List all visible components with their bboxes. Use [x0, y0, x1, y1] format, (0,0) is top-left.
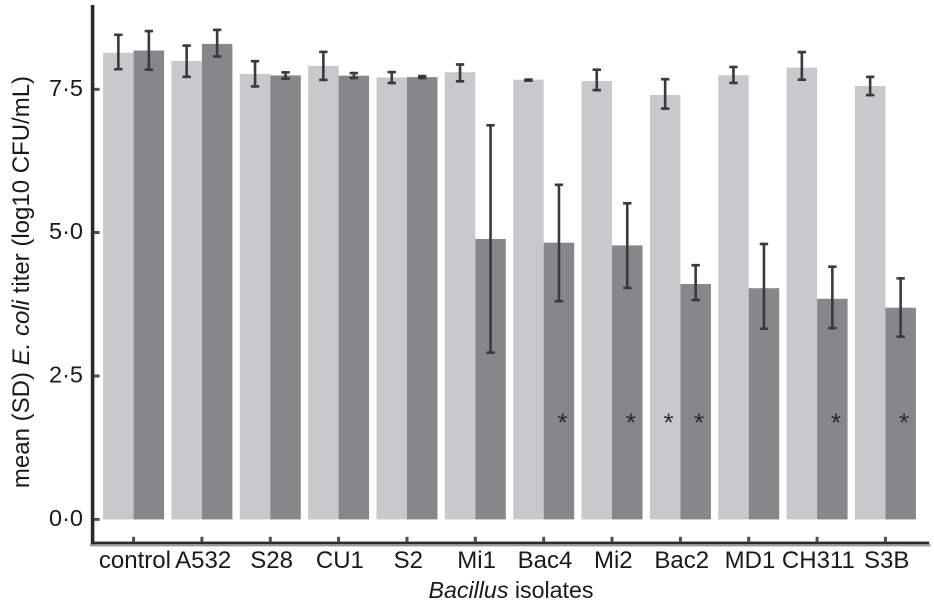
svg-text:*: * [626, 407, 636, 437]
svg-text:*: * [664, 407, 674, 437]
svg-text:control: control [99, 547, 171, 574]
svg-text:5·0: 5·0 [49, 218, 83, 244]
svg-text:S3B: S3B [864, 547, 909, 574]
svg-text:*: * [694, 407, 704, 437]
svg-text:*: * [899, 407, 909, 437]
svg-text:CU1: CU1 [316, 547, 364, 574]
svg-text:S2: S2 [394, 547, 423, 574]
svg-text:Mi2: Mi2 [594, 547, 633, 574]
svg-text:mean (SD) E. coli titer (log10: mean (SD) E. coli titer (log10 CFU/mL) [8, 76, 35, 488]
svg-text:7·5: 7·5 [49, 75, 83, 101]
svg-text:*: * [831, 407, 841, 437]
svg-text:Mi1: Mi1 [457, 547, 496, 574]
svg-text:Bac2: Bac2 [654, 547, 709, 574]
svg-text:CH311: CH311 [782, 547, 855, 574]
svg-text:S28: S28 [250, 547, 293, 574]
svg-text:2·5: 2·5 [49, 362, 83, 388]
svg-text:Bac4: Bac4 [518, 547, 573, 574]
svg-text:*: * [557, 407, 567, 437]
svg-text:A532: A532 [175, 547, 231, 574]
svg-text:MD1: MD1 [725, 547, 776, 574]
svg-text:0·0: 0·0 [49, 505, 83, 531]
svg-text:Bacillus isolates: Bacillus isolates [429, 577, 594, 603]
